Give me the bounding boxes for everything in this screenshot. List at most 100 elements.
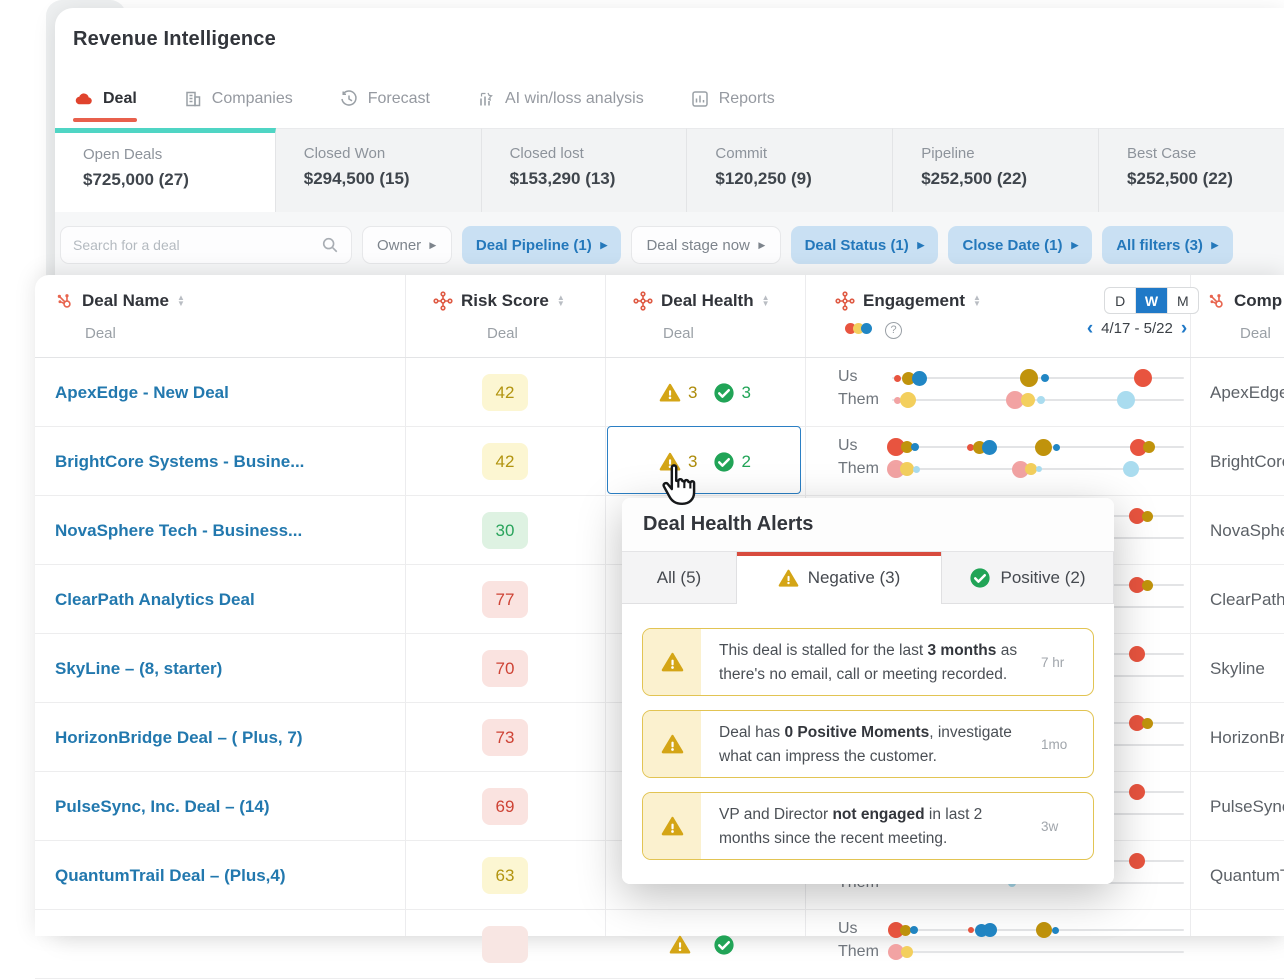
engagement-dot xyxy=(1036,466,1043,472)
nav-tab-forecast[interactable]: Forecast xyxy=(339,89,430,109)
period-toggle-w[interactable]: W xyxy=(1136,288,1168,313)
popup-alert-list: This deal is stalled for the last 3 mont… xyxy=(622,604,1114,884)
alert-timestamp: 3w xyxy=(1041,818,1059,834)
popup-tab-positive-2-[interactable]: Positive (2) xyxy=(942,552,1114,604)
company-name-cell: NovaSphere xyxy=(1210,520,1284,540)
engagement-dot xyxy=(1052,926,1060,934)
deal-health-cell[interactable] xyxy=(625,910,785,979)
summary-card-label: Open Deals xyxy=(83,146,163,163)
legend-dots xyxy=(845,321,872,339)
risk-score-badge: 77 xyxy=(482,581,528,618)
hubspot-sprocket-icon xyxy=(55,292,74,311)
summary-card-best-case[interactable]: Best Case $252,500 (22) xyxy=(1099,128,1284,212)
filter-chip-deal-stage-now[interactable]: Deal stage now ▶ xyxy=(631,226,781,264)
filter-chip-all-filters-3-[interactable]: All filters (3) ▶ xyxy=(1102,226,1233,264)
nav-tab-reports[interactable]: Reports xyxy=(690,89,775,109)
deal-name-link[interactable]: BrightCore Systems - Busine... xyxy=(55,451,305,471)
sort-arrows-icon[interactable]: ▲ ▼ xyxy=(973,293,981,308)
engagement-them-timeline[interactable] xyxy=(887,460,1184,478)
deal-name-link[interactable]: NovaSphere Tech - Business... xyxy=(55,520,303,540)
summary-card-pipeline[interactable]: Pipeline $252,500 (22) xyxy=(893,128,1100,212)
filter-chip-deal-pipeline-1-[interactable]: Deal Pipeline (1) ▶ xyxy=(461,226,622,264)
health-header-sub: Deal xyxy=(663,325,694,342)
risk-header-label: Risk Score xyxy=(461,291,549,310)
engagement-them-label: Them xyxy=(838,391,879,408)
summary-card-open-deals[interactable]: Open Deals $725,000 (27) xyxy=(55,128,276,212)
search-input[interactable] xyxy=(73,237,321,253)
period-toggle-d[interactable]: D xyxy=(1105,288,1137,313)
nav-tab-label: AI win/loss analysis xyxy=(504,90,644,107)
filter-chip-owner[interactable]: Owner ▶ xyxy=(362,226,452,264)
engagement-dot xyxy=(1129,646,1146,662)
date-range-label: 4/17 - 5/22 xyxy=(1101,320,1173,337)
positive-alert-count: 3 xyxy=(741,382,751,402)
deal-name-link[interactable]: ClearPath Analytics Deal xyxy=(55,589,255,609)
sort-arrows-icon[interactable]: ▲ ▼ xyxy=(176,293,185,308)
nav-tab-deal[interactable]: Deal xyxy=(73,89,137,122)
table-row: ApexEdge - New Deal 42 3 3 Us Them ApexEdge xyxy=(35,358,1284,427)
nav-tab-label: Reports xyxy=(718,90,775,107)
summary-card-value: $725,000 (27) xyxy=(83,170,189,189)
sort-arrows-icon[interactable]: ▲ ▼ xyxy=(761,293,770,308)
deal-name-link[interactable]: ApexEdge - New Deal xyxy=(55,382,229,402)
cross-icon xyxy=(433,291,453,311)
engagement-dot xyxy=(911,443,920,451)
legend-dot xyxy=(861,323,872,334)
alert-card[interactable]: VP and Director not engaged in last 2 mo… xyxy=(642,792,1094,860)
nav-tab-ai-win-loss-analysis[interactable]: AI win/loss analysis xyxy=(476,89,644,109)
engagement-us-timeline[interactable] xyxy=(892,369,1184,387)
help-question-icon[interactable]: ? xyxy=(885,321,902,339)
engagement-them-timeline[interactable] xyxy=(888,944,1184,960)
chevron-right-icon: ▶ xyxy=(600,240,608,250)
search-icon xyxy=(321,236,339,254)
nav-tab-companies[interactable]: Companies xyxy=(183,89,293,109)
period-toggle-m[interactable]: M xyxy=(1176,292,1189,309)
column-header-engagement[interactable]: Engagement ▲ ▼ xyxy=(835,291,981,311)
deal-name-header-label: Deal Name xyxy=(82,291,169,310)
popup-tab-negative-3-[interactable]: Negative (3) xyxy=(737,552,942,604)
alert-text: VP and Director not engaged in last 2 mo… xyxy=(719,806,983,848)
company-name-cell: Skyline xyxy=(1210,658,1265,678)
engagement-us-timeline[interactable] xyxy=(888,922,1184,938)
warning-icon xyxy=(659,382,681,404)
engagement-us-timeline[interactable] xyxy=(887,438,1184,456)
check-icon xyxy=(713,451,735,473)
sort-arrows-icon[interactable]: ▲ ▼ xyxy=(556,293,565,308)
alert-card[interactable]: This deal is stalled for the last 3 mont… xyxy=(642,628,1094,696)
column-header-deal-name[interactable]: Deal Name ▲ ▼ xyxy=(55,291,185,311)
reports-icon xyxy=(690,89,710,109)
risk-score-badge: 70 xyxy=(482,650,528,687)
engagement-dot xyxy=(1129,784,1146,800)
deal-name-link[interactable]: PulseSync, Inc. Deal – (14) xyxy=(55,796,270,816)
popup-tab-all-5-[interactable]: All (5) xyxy=(622,552,737,604)
deal-name-link[interactable]: QuantumTrail Deal – (Plus,4) xyxy=(55,865,286,885)
search-field[interactable] xyxy=(60,226,352,264)
summary-card-commit[interactable]: Commit $120,250 (9) xyxy=(687,128,894,212)
table-row: BrightCore Systems - Busine... 42 3 2 Us Them… xyxy=(35,426,1284,496)
engagement-dot xyxy=(1005,391,1024,409)
summary-card-closed-lost[interactable]: Closed lost $153,290 (13) xyxy=(481,128,688,212)
deal-name-link[interactable]: HorizonBridge Deal – ( Plus, 7) xyxy=(55,727,303,747)
summary-card-closed-won[interactable]: Closed Won $294,500 (15) xyxy=(275,128,482,212)
filter-chip-close-date-1-[interactable]: Close Date (1) ▶ xyxy=(948,226,1093,264)
column-header-risk-score[interactable]: Risk Score ▲ ▼ xyxy=(433,291,565,311)
legend-dot xyxy=(853,323,864,334)
negative-alert-count: 3 xyxy=(688,382,698,402)
alert-card[interactable]: Deal has 0 Positive Moments, investigate… xyxy=(642,710,1094,778)
filter-chip-deal-status-1-[interactable]: Deal Status (1) ▶ xyxy=(790,226,939,264)
prev-chevron-icon[interactable]: ‹ xyxy=(1086,318,1094,339)
engagement-dot xyxy=(1053,443,1061,451)
column-header-company[interactable]: Comp xyxy=(1207,291,1282,311)
filter-chip-label: Deal Pipeline (1) xyxy=(475,236,592,254)
next-chevron-icon[interactable]: › xyxy=(1180,318,1188,339)
legend-dot xyxy=(845,323,856,334)
deal-name-link[interactable]: SkyLine – (8, starter) xyxy=(55,658,223,678)
engagement-dot xyxy=(1116,391,1135,409)
engagement-dot xyxy=(1020,393,1035,407)
nav-tab-label: Deal xyxy=(103,90,137,107)
check-icon xyxy=(713,934,735,956)
column-header-deal-health[interactable]: Deal Health ▲ ▼ xyxy=(633,291,770,311)
engagement-them-timeline[interactable] xyxy=(892,391,1184,409)
